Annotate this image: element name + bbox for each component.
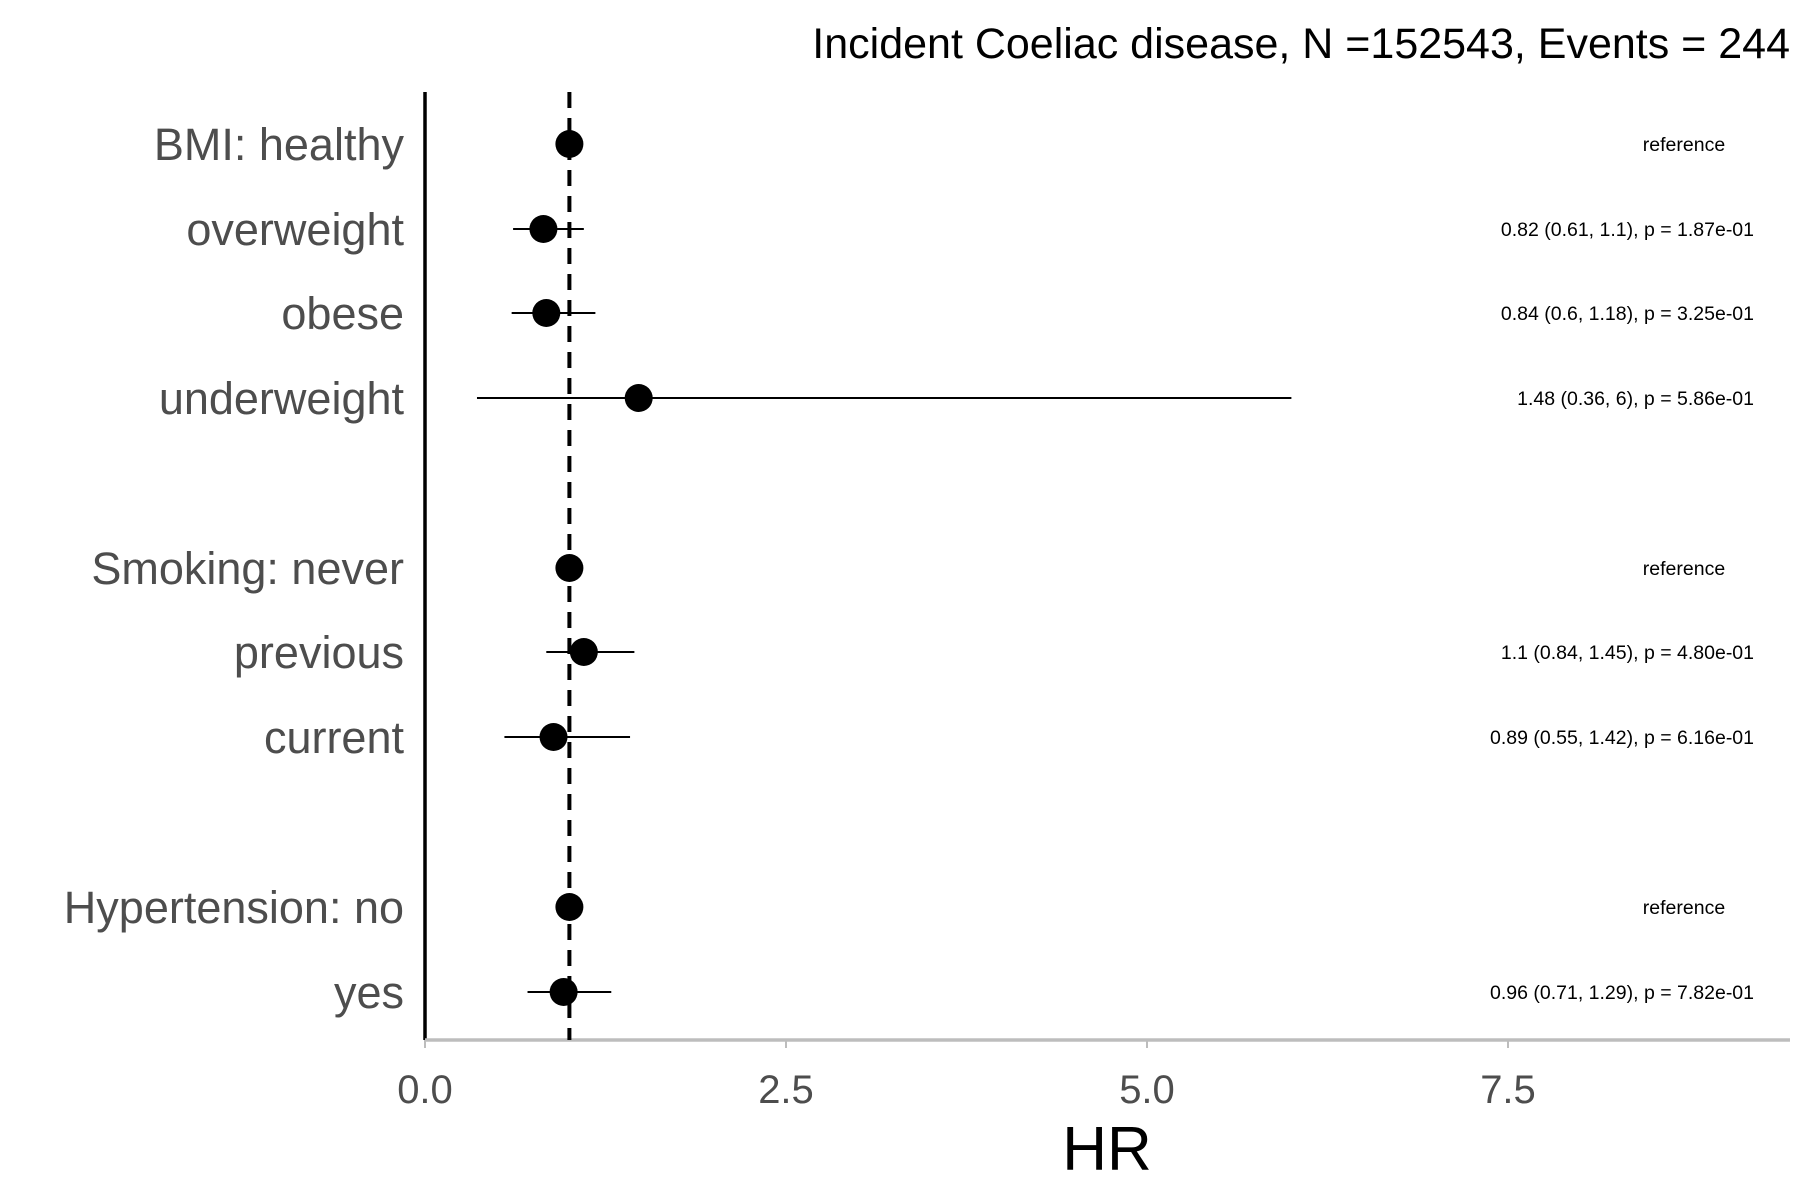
forest-row: previous 1.1 (0.84, 1.45), p = 4.80e-01 (234, 627, 1754, 678)
hr-point (549, 978, 578, 1006)
forest-row: obese 0.84 (0.6, 1.18), p = 3.25e-01 (281, 288, 1754, 339)
row-label: BMI: healthy (154, 119, 405, 170)
x-ticks: 0.0 2.5 5.0 7.5 (397, 1040, 1536, 1112)
forest-row: BMI: healthy reference (154, 119, 1725, 170)
hr-point (532, 299, 561, 327)
hr-point (539, 723, 568, 751)
row-label: current (264, 712, 405, 763)
forest-row: overweight 0.82 (0.61, 1.1), p = 1.87e-01 (186, 204, 1754, 255)
hr-point (555, 893, 584, 921)
forest-row: yes 0.96 (0.71, 1.29), p = 7.82e-01 (334, 967, 1754, 1018)
forest-row: Hypertension: no reference (64, 882, 1725, 933)
hr-point (624, 384, 653, 412)
chart-title: Incident Coeliac disease, N =152543, Eve… (812, 20, 1790, 68)
row-annotation: 0.89 (0.55, 1.42), p = 6.16e-01 (1490, 727, 1754, 749)
row-label: yes (334, 967, 404, 1018)
row-label: previous (234, 627, 404, 678)
row-label: overweight (186, 204, 404, 255)
forest-row: current 0.89 (0.55, 1.42), p = 6.16e-01 (264, 712, 1754, 763)
row-label: Hypertension: no (64, 882, 404, 933)
row-annotation: reference (1643, 134, 1725, 156)
x-axis-title: HR (1062, 1115, 1152, 1184)
data-rows: BMI: healthy reference overweight 0.82 (0.6… (64, 119, 1754, 1018)
x-tick-label: 5.0 (1119, 1068, 1175, 1112)
hr-point (555, 554, 584, 582)
hr-point (569, 638, 598, 666)
row-label: Smoking: never (91, 543, 404, 594)
row-annotation: 0.96 (0.71, 1.29), p = 7.82e-01 (1490, 982, 1754, 1004)
x-tick-label: 7.5 (1480, 1068, 1536, 1112)
hr-point (555, 130, 584, 158)
row-annotation: 0.84 (0.6, 1.18), p = 3.25e-01 (1501, 303, 1754, 325)
row-label: underweight (159, 373, 405, 424)
row-annotation: reference (1643, 897, 1725, 919)
hr-point (529, 215, 558, 243)
row-annotation: 0.82 (0.61, 1.1), p = 1.87e-01 (1501, 219, 1754, 241)
row-label: obese (281, 288, 404, 339)
row-annotation: 1.1 (0.84, 1.45), p = 4.80e-01 (1501, 642, 1754, 664)
forest-row: Smoking: never reference (91, 543, 1725, 594)
x-tick-label: 2.5 (758, 1068, 814, 1112)
row-annotation: 1.48 (0.36, 6), p = 5.86e-01 (1517, 388, 1754, 410)
row-annotation: reference (1643, 558, 1725, 580)
forest-row: underweight 1.48 (0.36, 6), p = 5.86e-01 (159, 373, 1754, 424)
x-tick-label: 0.0 (397, 1068, 453, 1112)
